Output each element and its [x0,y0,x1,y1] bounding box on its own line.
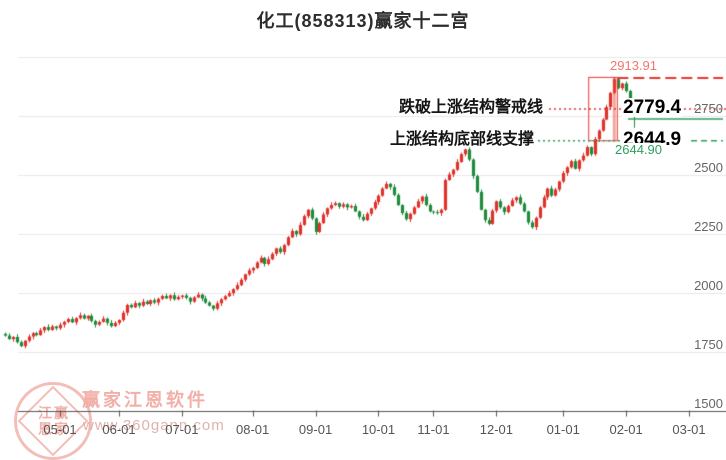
warning-price-callout: 2779.4 [622,97,683,118]
y-axis-label: 1750 [694,336,723,352]
x-axis-label: 03-01 [672,422,706,437]
x-axis-label: 11-01 [417,422,450,437]
x-axis-label: 12-01 [479,422,513,437]
x-axis-label: 09-01 [298,422,333,437]
x-axis-label: 05-01 [43,422,77,437]
x-axis-label: 08-01 [236,422,270,437]
x-axis-label: 06-01 [102,422,136,437]
x-axis-label: 02-01 [609,422,643,437]
x-axis-label: 07-01 [165,422,199,437]
y-axis-label: 1500 [694,395,723,411]
y-axis-label: 2250 [694,218,723,234]
x-axis-label: 01-01 [546,422,580,437]
warning-line-annotation: 跌破上涨结构警戒线 [399,99,544,116]
support-line-annotation: 上涨结构底部线支撑 [390,131,535,148]
y-axis-label: 2000 [694,277,723,293]
x-axis-label: 10-01 [361,422,396,437]
y-axis-label: 2500 [694,159,723,175]
peak-price-label: 2913.91 [610,58,657,73]
support-price-small-label: 2644.90 [613,142,664,157]
candlestick-chart-canvas[interactable] [0,0,726,450]
y-axis-label: 2750 [694,101,723,116]
